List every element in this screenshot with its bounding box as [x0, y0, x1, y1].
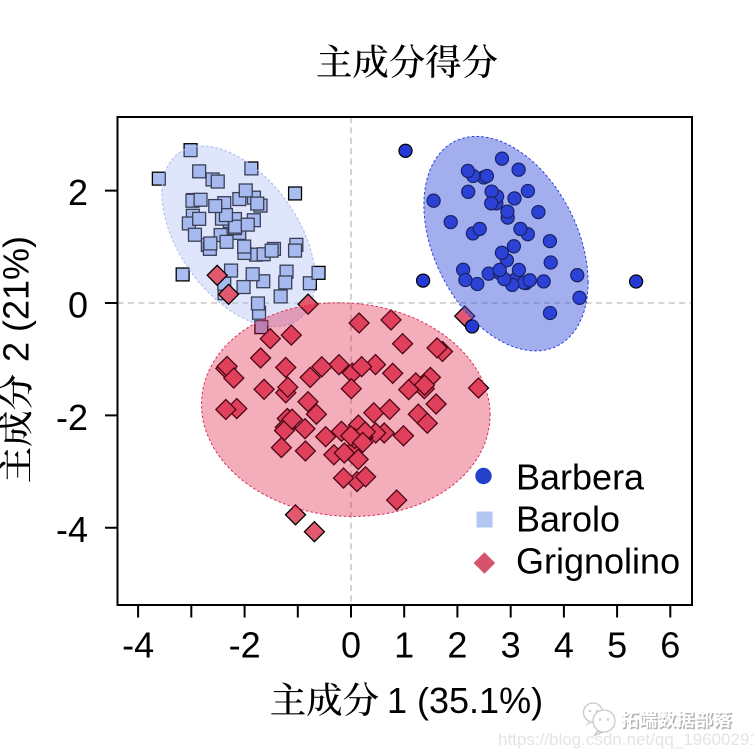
svg-text:5: 5 [607, 625, 627, 666]
svg-text:0: 0 [68, 285, 88, 326]
svg-text:1: 1 [394, 625, 414, 666]
svg-text:-2: -2 [229, 625, 261, 666]
svg-text:1 (35.1%): 1 (35.1%) [387, 680, 543, 721]
svg-text:3: 3 [501, 625, 521, 666]
svg-text:https://blog.csdn.net/qq_19600: https://blog.csdn.net/qq_19600291 [498, 730, 753, 749]
svg-text:4: 4 [554, 625, 574, 666]
svg-text:-4: -4 [122, 625, 154, 666]
svg-text:-2: -2 [56, 397, 88, 438]
svg-text:0: 0 [341, 625, 361, 666]
svg-text:Barbera: Barbera [516, 457, 645, 498]
svg-text:6: 6 [660, 625, 680, 666]
svg-text:2 (21%): 2 (21%) [0, 236, 37, 362]
svg-text:Grignolino: Grignolino [516, 541, 680, 582]
svg-text:Barolo: Barolo [516, 499, 620, 540]
svg-text:-4: -4 [56, 509, 88, 550]
svg-text:2: 2 [68, 172, 88, 213]
svg-text:2: 2 [447, 625, 467, 666]
